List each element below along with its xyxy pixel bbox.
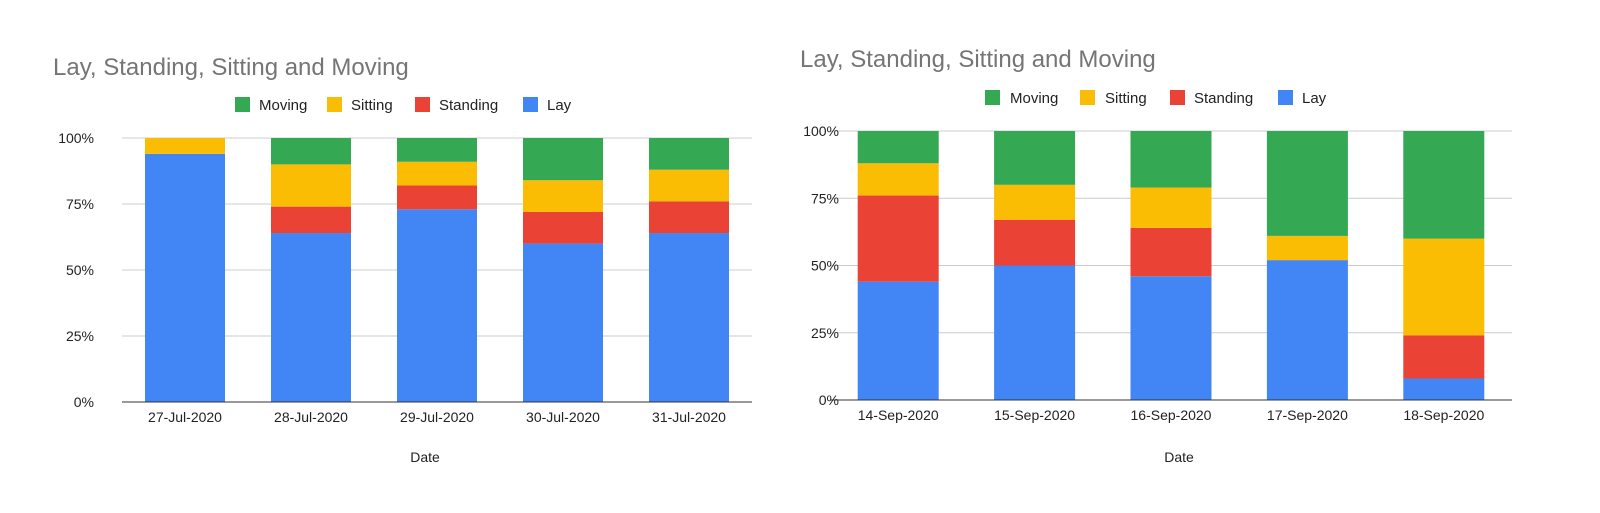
x-axis-label: Date xyxy=(1164,449,1194,465)
bar-lay-14-sep-2020[interactable] xyxy=(857,281,939,400)
legend-label-lay: Lay xyxy=(1302,90,1327,107)
bar-sitting-30-jul-2020[interactable] xyxy=(523,180,603,212)
x-tick-label: 17-Sep-2020 xyxy=(1267,407,1348,423)
bar-moving-31-jul-2020[interactable] xyxy=(649,138,729,170)
y-tick-label: 25% xyxy=(811,325,839,341)
x-axis-ticks: 14-Sep-2020 15-Sep-2020 16-Sep-2020 17-Sep-… xyxy=(858,407,1485,423)
y-tick-label: 100% xyxy=(58,130,94,146)
bar-sitting-27-jul-2020[interactable] xyxy=(145,138,225,154)
legend-item-standing[interactable]: Standing xyxy=(1170,90,1253,107)
bar-lay-29-jul-2020[interactable] xyxy=(397,209,477,402)
y-tick-label: 0% xyxy=(819,392,839,408)
chart-legend: Moving Sitting Standing Lay xyxy=(235,97,572,114)
bar-sitting-18-sep-2020[interactable] xyxy=(1403,238,1485,336)
bar-lay-17-sep-2020[interactable] xyxy=(1266,260,1348,400)
bar-moving-29-jul-2020[interactable] xyxy=(397,138,477,162)
y-tick-label: 75% xyxy=(66,196,94,212)
bar-sitting-16-sep-2020[interactable] xyxy=(1130,187,1212,228)
chart-july: Lay, Standing, Sitting and Moving Moving… xyxy=(0,0,790,513)
bar-standing-14-sep-2020[interactable] xyxy=(857,195,939,282)
bars xyxy=(145,138,729,402)
chart-september: Lay, Standing, Sitting and Moving Moving… xyxy=(790,0,1600,513)
chart-title: Lay, Standing, Sitting and Moving xyxy=(53,54,409,81)
bar-standing-31-jul-2020[interactable] xyxy=(649,201,729,234)
legend-swatch-sitting xyxy=(327,97,342,112)
x-tick-label: 27-Jul-2020 xyxy=(148,409,222,425)
bar-standing-29-jul-2020[interactable] xyxy=(397,185,477,210)
bar-moving-18-sep-2020[interactable] xyxy=(1403,131,1485,239)
legend-item-moving[interactable]: Moving xyxy=(235,97,307,114)
y-tick-label: 50% xyxy=(811,258,839,274)
bar-standing-30-jul-2020[interactable] xyxy=(523,211,603,244)
bar-moving-15-sep-2020[interactable] xyxy=(994,131,1076,185)
bar-moving-17-sep-2020[interactable] xyxy=(1266,131,1348,236)
bar-moving-16-sep-2020[interactable] xyxy=(1130,131,1212,188)
bar-lay-31-jul-2020[interactable] xyxy=(649,233,729,402)
x-tick-label: 18-Sep-2020 xyxy=(1403,407,1484,423)
legend-swatch-moving xyxy=(235,97,250,112)
bar-standing-16-sep-2020[interactable] xyxy=(1130,227,1212,277)
bar-sitting-17-sep-2020[interactable] xyxy=(1266,235,1348,261)
chart-july-svg: Lay, Standing, Sitting and Moving Moving… xyxy=(53,54,752,465)
x-tick-label: 31-Jul-2020 xyxy=(652,409,726,425)
y-tick-label: 75% xyxy=(811,190,839,206)
bar-lay-15-sep-2020[interactable] xyxy=(994,265,1076,401)
legend-item-lay[interactable]: Lay xyxy=(1278,90,1327,107)
bar-standing-28-jul-2020[interactable] xyxy=(271,206,351,234)
bars xyxy=(857,131,1485,401)
legend-item-standing[interactable]: Standing xyxy=(415,97,498,114)
y-tick-label: 100% xyxy=(803,123,839,139)
bar-lay-28-jul-2020[interactable] xyxy=(271,233,351,402)
bar-sitting-29-jul-2020[interactable] xyxy=(397,161,477,186)
y-axis-ticks: 0% 25% 50% 75% 100% xyxy=(803,123,839,408)
legend-swatch-standing xyxy=(1170,90,1185,105)
x-tick-label: 15-Sep-2020 xyxy=(994,407,1075,423)
bar-lay-30-jul-2020[interactable] xyxy=(523,243,603,402)
bar-standing-15-sep-2020[interactable] xyxy=(994,219,1076,266)
legend-swatch-sitting xyxy=(1080,90,1095,105)
x-tick-label: 28-Jul-2020 xyxy=(274,409,348,425)
y-tick-label: 25% xyxy=(66,328,94,344)
x-tick-label: 29-Jul-2020 xyxy=(400,409,474,425)
legend-item-sitting[interactable]: Sitting xyxy=(1080,90,1147,107)
legend-label-moving: Moving xyxy=(259,97,307,114)
bar-moving-30-jul-2020[interactable] xyxy=(523,138,603,181)
legend-label-lay: Lay xyxy=(547,97,572,114)
y-tick-label: 50% xyxy=(66,262,94,278)
legend-label-moving: Moving xyxy=(1010,90,1058,107)
bar-standing-18-sep-2020[interactable] xyxy=(1403,335,1485,379)
legend-swatch-standing xyxy=(415,97,430,112)
bar-lay-27-jul-2020[interactable] xyxy=(145,153,225,402)
bar-moving-28-jul-2020[interactable] xyxy=(271,138,351,165)
x-tick-label: 16-Sep-2020 xyxy=(1131,407,1212,423)
legend-swatch-lay xyxy=(1278,90,1293,105)
y-axis-ticks: 0% 25% 50% 75% 100% xyxy=(58,130,94,410)
chart-september-svg: Lay, Standing, Sitting and Moving Moving… xyxy=(800,46,1512,465)
legend-label-sitting: Sitting xyxy=(1105,90,1147,107)
bar-sitting-28-jul-2020[interactable] xyxy=(271,164,351,207)
x-axis-ticks: 27-Jul-2020 28-Jul-2020 29-Jul-2020 30-Jul-… xyxy=(148,409,726,425)
bar-lay-16-sep-2020[interactable] xyxy=(1130,276,1212,400)
legend-item-lay[interactable]: Lay xyxy=(523,97,572,114)
bar-sitting-14-sep-2020[interactable] xyxy=(857,163,939,196)
y-tick-label: 0% xyxy=(74,394,94,410)
chart-title: Lay, Standing, Sitting and Moving xyxy=(800,46,1156,73)
chart-legend: Moving Sitting Standing Lay xyxy=(985,90,1327,107)
legend-swatch-moving xyxy=(985,90,1000,105)
bar-lay-18-sep-2020[interactable] xyxy=(1403,378,1485,400)
legend-item-sitting[interactable]: Sitting xyxy=(327,97,393,114)
legend-label-standing: Standing xyxy=(1194,90,1253,107)
bar-sitting-31-jul-2020[interactable] xyxy=(649,169,729,202)
legend-item-moving[interactable]: Moving xyxy=(985,90,1058,107)
x-tick-label: 14-Sep-2020 xyxy=(858,407,939,423)
bar-sitting-15-sep-2020[interactable] xyxy=(994,184,1076,220)
x-axis-label: Date xyxy=(410,449,440,465)
legend-swatch-lay xyxy=(523,97,538,112)
legend-label-sitting: Sitting xyxy=(351,97,393,114)
legend-label-standing: Standing xyxy=(439,97,498,114)
x-tick-label: 30-Jul-2020 xyxy=(526,409,600,425)
bar-moving-14-sep-2020[interactable] xyxy=(857,131,939,164)
